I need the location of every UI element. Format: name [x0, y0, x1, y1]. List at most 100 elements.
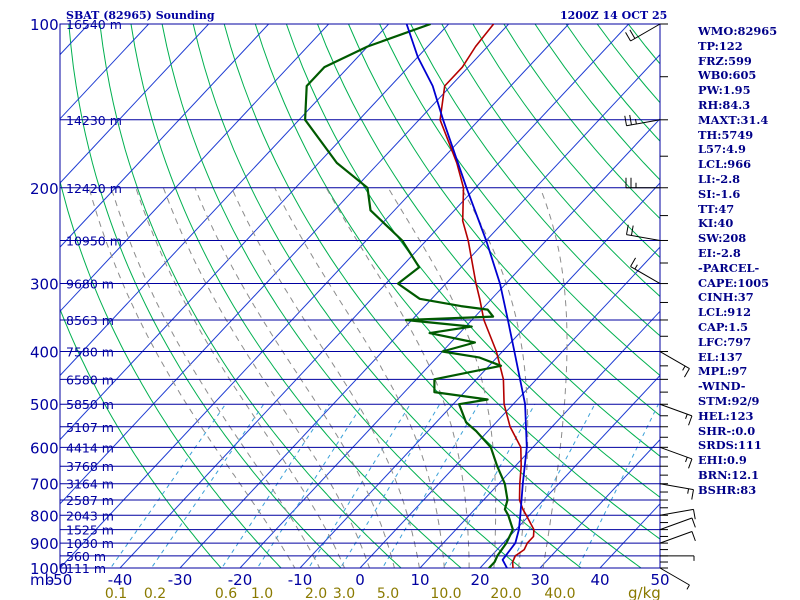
height-label: 9680 m	[66, 277, 114, 292]
mixing-ratio-label: 0.2	[144, 586, 166, 600]
mixing-ratio-line	[110, 403, 226, 568]
temperature-tick-label: -30	[168, 571, 193, 589]
sounding-index: FRZ:599	[698, 53, 752, 68]
mixing-ratio-label: 0.6	[215, 586, 237, 600]
wind-barb	[625, 23, 661, 42]
mixing-ratio-label: 40.0	[544, 586, 575, 600]
sounding-index: -PARCEL-	[698, 260, 760, 275]
wind-barb-staff	[659, 517, 693, 531]
height-label: 5107 m	[66, 420, 114, 435]
mixing-ratio-lines	[110, 403, 659, 568]
wind-barb	[659, 351, 690, 378]
height-label: 4414 m	[66, 440, 114, 455]
temperature-tick-label: -20	[228, 571, 253, 589]
sounding-index: STM:92/9	[698, 393, 760, 408]
wind-barb-half-flag	[685, 413, 688, 420]
height-label: 2587 m	[66, 493, 114, 508]
mixing-ratio-line	[381, 403, 480, 568]
pressure-tick-label: 1000	[30, 560, 68, 578]
sounding-index: LFC:797	[698, 334, 752, 349]
plot-frame	[59, 23, 661, 569]
mixing-ratio-label: 20.0	[490, 586, 521, 600]
moist-adiabat-line	[274, 187, 445, 568]
temperature-tick-label: 0	[355, 571, 365, 589]
height-label: 14230 m	[66, 113, 122, 128]
mixing-ratio-units-label: g/kg	[628, 584, 661, 600]
wind-barb	[659, 403, 693, 426]
height-label: 560 m	[66, 549, 106, 564]
sounding-index: CAP:1.5	[698, 319, 749, 334]
wind-barb-flag	[629, 29, 636, 39]
sounding-traces	[304, 24, 535, 568]
wind-barbs	[624, 23, 696, 590]
wind-barb-flag	[692, 509, 696, 520]
sounding-index: WMO:82965	[698, 24, 778, 38]
height-label: 16540 m	[66, 17, 122, 32]
sounding-index: LCL:912	[698, 305, 752, 320]
height-label: 5850 m	[66, 397, 114, 412]
isotherm-line	[60, 24, 210, 184]
mixing-ratio-label: 10.0	[430, 586, 461, 600]
mixing-ratio-line	[442, 403, 536, 568]
sounding-index: TP:122	[698, 38, 743, 53]
pressure-tick-label: 700	[30, 476, 59, 494]
moist-adiabats	[88, 187, 568, 568]
sounding-index: EL:137	[698, 349, 743, 364]
sounding-index: L57:4.9	[698, 142, 746, 157]
sounding-index: BSHR:83	[698, 482, 757, 497]
dry-adiabat-line	[68, 24, 342, 568]
wind-barb	[659, 483, 694, 500]
sounding-index: SW:208	[698, 231, 747, 246]
sounding-index: KI:40	[698, 216, 734, 231]
height-label: 3164 m	[66, 477, 114, 492]
moist-adiabat-line	[325, 187, 470, 568]
isotherm-line	[60, 24, 150, 120]
parcel-trace	[405, 24, 528, 568]
sounding-index: -WIND-	[698, 379, 746, 394]
pressure-tick-label: 900	[30, 535, 59, 553]
wind-barb-staff	[630, 266, 661, 284]
wind-barb-half-flag	[634, 264, 638, 270]
temperature-tick-label: 40	[590, 571, 609, 589]
sounding-index: RH:84.3	[698, 97, 751, 112]
isotherm-line	[299, 182, 660, 568]
dry-adiabat-line	[410, 24, 660, 337]
wind-barb-staff	[659, 351, 690, 369]
sounding-index: EI:-2.8	[698, 245, 741, 260]
isotherm-line	[539, 438, 660, 568]
dry-adiabat-line	[348, 24, 660, 417]
mixing-ratio-line	[308, 403, 411, 568]
moist-adiabat-line	[460, 187, 529, 568]
mixing-ratio-label: 5.0	[377, 586, 399, 600]
wind-barb	[659, 531, 696, 544]
wind-barb-staff	[630, 23, 661, 42]
moist-adiabat-line	[110, 187, 321, 568]
wind-barb	[659, 567, 690, 590]
dry-adiabat-line	[60, 179, 282, 568]
sounding-index: MPL:97	[698, 364, 748, 379]
wind-barb-staff	[659, 531, 693, 544]
wind-barb	[626, 224, 661, 241]
height-label: 6580 m	[66, 372, 114, 387]
pressure-tick-label: 200	[30, 180, 59, 198]
sounding-index: BRN:12.1	[698, 467, 760, 482]
temperature-trace	[439, 24, 535, 568]
wind-barb-half-flag	[682, 365, 686, 371]
sounding-indices-list: WMO:82965 TP:122 FRZ:599 WB0:605 PW:1.95 RH:8…	[698, 24, 777, 498]
wind-barb-flag	[625, 32, 631, 42]
mixing-ratio-line	[150, 403, 265, 568]
wind-barb-flag	[691, 517, 696, 528]
wind-barb-flag	[624, 115, 628, 126]
sounding-index: MAXT:31.4	[698, 112, 769, 127]
isotherm-line	[60, 24, 450, 441]
dry-adiabat-line	[317, 24, 660, 457]
height-label: 1030 m	[66, 536, 114, 551]
height-label: 8563 m	[66, 313, 114, 328]
sounding-index: CINH:37	[698, 290, 754, 305]
dry-adiabat-line	[161, 24, 522, 568]
pressure-tick-label: 500	[30, 396, 59, 414]
isotherm-line	[60, 24, 390, 377]
wind-barb-half-flag	[687, 488, 690, 494]
